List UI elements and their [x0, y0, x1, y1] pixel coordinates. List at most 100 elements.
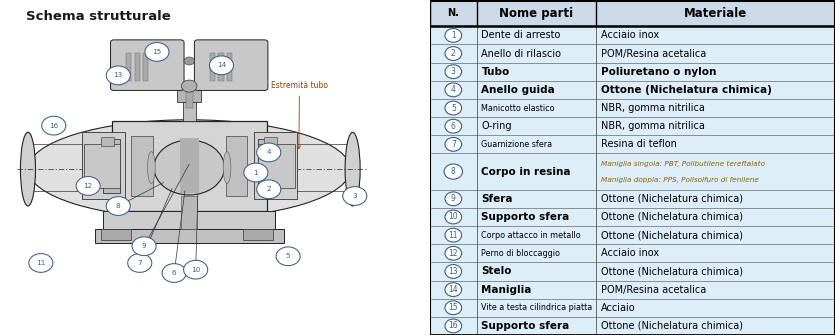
Text: 14: 14	[217, 62, 226, 68]
Circle shape	[445, 137, 462, 151]
FancyBboxPatch shape	[195, 40, 268, 90]
Circle shape	[145, 43, 169, 61]
Text: NBR, gomma nitrilica: NBR, gomma nitrilica	[601, 121, 705, 131]
Circle shape	[106, 66, 130, 85]
Circle shape	[445, 119, 462, 133]
Bar	[430, 63, 835, 81]
Ellipse shape	[148, 151, 155, 184]
Text: 10: 10	[191, 267, 200, 273]
Bar	[210, 53, 215, 81]
Circle shape	[445, 265, 462, 278]
Text: Corpo in resina: Corpo in resina	[482, 166, 571, 177]
Bar	[254, 132, 296, 199]
Bar	[430, 45, 835, 63]
Text: 7: 7	[451, 140, 456, 149]
Circle shape	[445, 319, 462, 333]
Bar	[430, 99, 835, 117]
Text: Poliuretano o nylon: Poliuretano o nylon	[601, 67, 716, 77]
Bar	[430, 244, 835, 262]
Text: Ottone (Nichelatura chimica): Ottone (Nichelatura chimica)	[601, 266, 743, 276]
Circle shape	[445, 47, 462, 60]
Text: Acciaio inox: Acciaio inox	[601, 248, 659, 258]
Bar	[430, 190, 835, 208]
Bar	[265, 137, 277, 146]
Text: Dente di arresto: Dente di arresto	[482, 30, 561, 41]
Text: Supporto sfera: Supporto sfera	[482, 321, 569, 331]
Circle shape	[210, 56, 234, 75]
Bar	[430, 117, 835, 135]
Circle shape	[128, 254, 152, 272]
Text: 11: 11	[448, 230, 458, 240]
Text: 6: 6	[451, 122, 456, 131]
Bar	[101, 229, 131, 240]
Text: Anello guida: Anello guida	[482, 85, 555, 95]
Text: Schema strutturale: Schema strutturale	[26, 10, 170, 23]
Text: Ottone (Nichelatura chimica): Ottone (Nichelatura chimica)	[601, 212, 743, 222]
Text: Tubo: Tubo	[482, 67, 509, 77]
Circle shape	[445, 28, 462, 42]
Text: Resina di teflon: Resina di teflon	[601, 139, 677, 149]
Circle shape	[256, 143, 281, 162]
Text: Maniglia: Maniglia	[482, 285, 532, 294]
Text: 7: 7	[138, 260, 142, 266]
Text: Materiale: Materiale	[684, 7, 747, 20]
FancyBboxPatch shape	[110, 40, 184, 90]
Text: 5: 5	[286, 253, 291, 259]
Text: 8: 8	[116, 203, 120, 209]
Text: N.: N.	[448, 8, 459, 18]
Text: 3: 3	[451, 67, 456, 76]
Ellipse shape	[345, 132, 360, 206]
Text: Anello di rilascio: Anello di rilascio	[482, 49, 561, 59]
Bar	[104, 139, 120, 193]
Bar	[112, 121, 266, 211]
Bar	[177, 89, 201, 102]
Bar	[243, 229, 273, 240]
Text: Estremità tubo: Estremità tubo	[271, 81, 328, 149]
Bar	[430, 226, 835, 244]
Bar	[143, 53, 149, 81]
Bar	[430, 81, 835, 99]
Text: Maniglia doppia: PPS, Polisolfuro di fenilene: Maniglia doppia: PPS, Polisolfuro di fen…	[601, 177, 759, 183]
Circle shape	[184, 260, 208, 279]
Bar	[104, 211, 276, 229]
Bar	[134, 53, 139, 81]
Circle shape	[445, 228, 462, 242]
Text: POM/Resina acetalica: POM/Resina acetalica	[601, 285, 706, 294]
Text: 5: 5	[451, 104, 456, 113]
Text: Sfera: Sfera	[482, 194, 513, 204]
Text: 16: 16	[49, 123, 58, 129]
Text: 11: 11	[36, 260, 45, 266]
Circle shape	[445, 101, 462, 115]
Text: 13: 13	[114, 72, 123, 78]
Text: Guarnizione sfera: Guarnizione sfera	[482, 140, 553, 149]
Bar	[131, 136, 153, 196]
Text: Ottone (Nichelatura chimica): Ottone (Nichelatura chimica)	[601, 85, 772, 95]
Circle shape	[154, 140, 225, 195]
Text: Perno di bloccaggio: Perno di bloccaggio	[482, 249, 560, 258]
Text: Vite a testa cilindrica piatta: Vite a testa cilindrica piatta	[482, 303, 593, 312]
Text: 9: 9	[142, 243, 146, 249]
Bar	[181, 196, 197, 229]
Bar	[183, 95, 195, 121]
Text: NBR, gomma nitrilica: NBR, gomma nitrilica	[601, 103, 705, 113]
Ellipse shape	[223, 151, 231, 184]
Text: Ottone (Nichelatura chimica): Ottone (Nichelatura chimica)	[601, 194, 743, 204]
Circle shape	[445, 210, 462, 224]
Bar	[258, 139, 276, 193]
Text: 15: 15	[152, 49, 162, 55]
Bar	[258, 144, 295, 188]
Circle shape	[445, 247, 462, 260]
Bar	[84, 144, 120, 188]
Text: 4: 4	[266, 149, 271, 155]
Circle shape	[184, 57, 195, 65]
Bar	[430, 299, 835, 317]
Bar	[101, 137, 114, 146]
Text: 13: 13	[448, 267, 458, 276]
Text: 8: 8	[451, 167, 456, 176]
Text: 2: 2	[266, 186, 271, 192]
Text: Manicotto elastico: Manicotto elastico	[482, 104, 555, 113]
Circle shape	[256, 180, 281, 199]
Text: O-ring: O-ring	[482, 121, 512, 131]
Text: 3: 3	[352, 193, 357, 199]
Bar	[430, 317, 835, 335]
